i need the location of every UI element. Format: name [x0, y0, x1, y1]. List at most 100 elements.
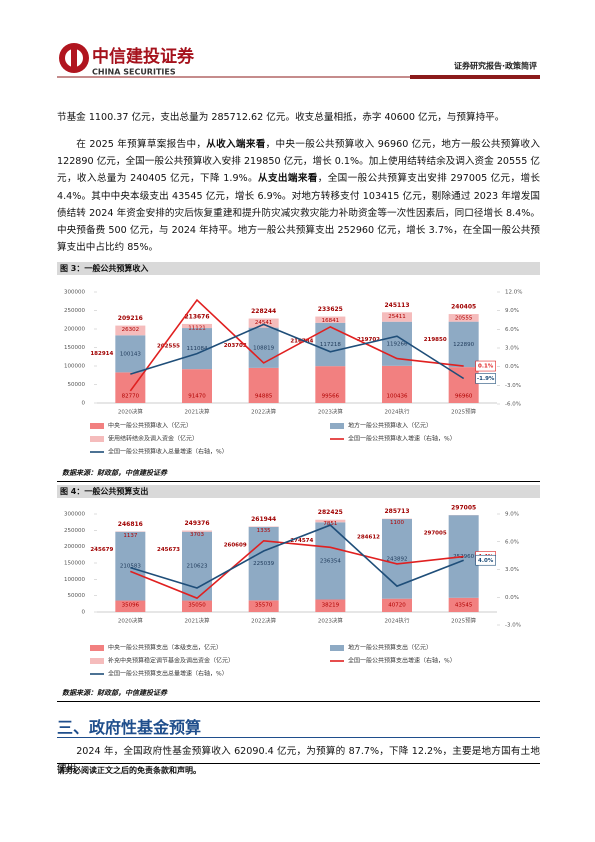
line: [130, 323, 465, 380]
total-label: 246816: [118, 521, 143, 528]
y-tick-label: 100000: [64, 364, 85, 370]
bar-label: 1100: [390, 520, 404, 526]
line: [130, 524, 464, 589]
x-tick-label: 2020决算: [118, 617, 143, 625]
x-tick-label: 2023决算: [318, 617, 343, 625]
legend-label: 补充中央预算稳定调节基金及调出资金（亿元）: [108, 657, 234, 665]
footer-rule: [57, 763, 540, 764]
bar-label: 35096: [122, 603, 140, 609]
y-tick-label: 300000: [64, 290, 85, 296]
footer: 请务必阅读正文之后的免责条款和声明。: [57, 766, 201, 775]
bar-label: 20555: [455, 316, 473, 322]
total-label: 233625: [318, 306, 343, 313]
y2-tick-label: 9.0%: [505, 512, 519, 518]
y-tick-label: 0: [82, 610, 86, 616]
y-tick-label: 150000: [64, 345, 85, 351]
text: ，中央一般公共预算收入 96960 亿元，地方一般公共预算收入 122890 亿…: [57, 139, 541, 185]
figure-caption: 图 3：一般公共预算收入: [57, 262, 540, 275]
bar-segment: [182, 530, 212, 532]
text: ，全国一般公共预算支出安排 297005 亿元，增长 4.4%。其中中央本级支出…: [57, 173, 540, 254]
y-tick-label: 150000: [64, 561, 85, 567]
x-tick-label: 2020决算: [118, 408, 143, 416]
subtotal-label: 284612: [357, 535, 380, 541]
y-tick-label: 250000: [64, 308, 85, 314]
subtotal-label: 260609: [224, 542, 247, 548]
legend-label: 地方一般公共预算收入（亿元）: [348, 422, 432, 430]
bar-segment: [115, 531, 146, 601]
legend-label: 中央一般公共预算收入（亿元）: [108, 422, 192, 430]
subtotal-label: 219702: [357, 337, 380, 343]
bar-label: 94885: [255, 394, 273, 400]
bar-label: 99566: [322, 394, 340, 400]
bar-label: 16841: [322, 318, 340, 324]
bar-segment: [248, 600, 279, 612]
legend-swatch: [330, 423, 344, 429]
bar-label: 236354: [320, 558, 341, 564]
y2-tick-label: 3.0%: [505, 567, 519, 573]
y2-tick-label: 0.0%: [505, 364, 519, 370]
subtotal-label: 274574: [290, 538, 313, 544]
legend-label: 全国一般公共预算收入增速（右轴，%）: [348, 435, 456, 443]
y-tick-label: 250000: [64, 528, 85, 534]
line-value-label: 4.0%: [478, 558, 494, 564]
y2-tick-label: -6.0%: [505, 402, 521, 408]
bar-label: 25411: [388, 314, 406, 320]
bar-label: 243892: [387, 556, 408, 562]
logo-mark-bar: [71, 46, 77, 70]
y2-tick-label: 9.0%: [505, 308, 519, 314]
bar-label: 35050: [188, 603, 206, 609]
line: [129, 298, 464, 392]
legend-swatch: [330, 645, 344, 651]
y-tick-label: 200000: [64, 327, 85, 333]
paragraph: 2024 年，全国政府性基金预算收入 62090.4 亿元，为预算的 87.7%…: [57, 746, 540, 775]
line: [130, 539, 464, 600]
bar-label: 43545: [455, 603, 473, 609]
bar-label: 100143: [120, 351, 141, 357]
x-tick-label: 2025预算: [451, 408, 476, 416]
bar-label: 210583: [120, 564, 141, 570]
figure-rule: [57, 481, 540, 482]
bar-label: 40720: [388, 603, 406, 609]
emphasis: 从收入端来看: [206, 139, 266, 150]
bar-label: 117218: [320, 342, 341, 348]
bar-segment: [182, 600, 212, 612]
total-label: 282425: [318, 509, 343, 516]
legend-label: 全国一般公共预算支出总量增速（右轴，%）: [108, 670, 228, 678]
y-tick-label: 300000: [64, 512, 85, 518]
subtotal-label: 245679: [90, 547, 113, 553]
bar-segment: [248, 526, 279, 601]
x-tick-label: 2025预算: [451, 617, 476, 625]
total-label: 228244: [251, 308, 276, 315]
bar-label: 24541: [255, 320, 273, 326]
total-label: 249376: [184, 520, 209, 527]
legend-label: 中央一般公共预算支出（本级支出，亿元）: [108, 644, 222, 652]
legend-swatch: [90, 423, 104, 429]
y-tick-label: 50000: [68, 382, 86, 388]
subtotal-label: 297005: [424, 530, 447, 536]
bar-label: 122890: [453, 342, 474, 348]
bar-segment: [448, 314, 479, 322]
header-band: [410, 75, 540, 79]
legend-swatch: [90, 436, 104, 442]
paragraph: 在 2025 年预算草案报告中，从收入端来看，中央一般公共预算收入 96960 …: [57, 136, 540, 256]
y2-tick-label: 12.0%: [505, 290, 522, 296]
section-rule: [57, 737, 540, 738]
subtotal-label: 182914: [90, 351, 113, 357]
value-label-box: [475, 373, 496, 384]
y2-tick-label: 6.0%: [505, 327, 519, 333]
bar-segment: [115, 600, 146, 612]
y2-tick-label: 0.0%: [505, 595, 519, 601]
total-label: 240405: [451, 304, 476, 311]
logo-en: CHINA SECURITIES: [92, 68, 176, 77]
total-label: 297005: [451, 504, 476, 511]
total-label: 285713: [384, 508, 409, 515]
bar-label: 11121: [188, 325, 206, 331]
emphasis: 从支出端来看: [258, 173, 318, 185]
bar-segment: [315, 519, 346, 523]
bar-segment: [248, 318, 279, 328]
bar-segment: [448, 367, 479, 403]
bar-label: 1137: [123, 533, 137, 539]
legend-label: 地方一般公共预算支出（亿元）: [348, 644, 432, 652]
y2-tick-label: -3.0%: [505, 383, 521, 389]
